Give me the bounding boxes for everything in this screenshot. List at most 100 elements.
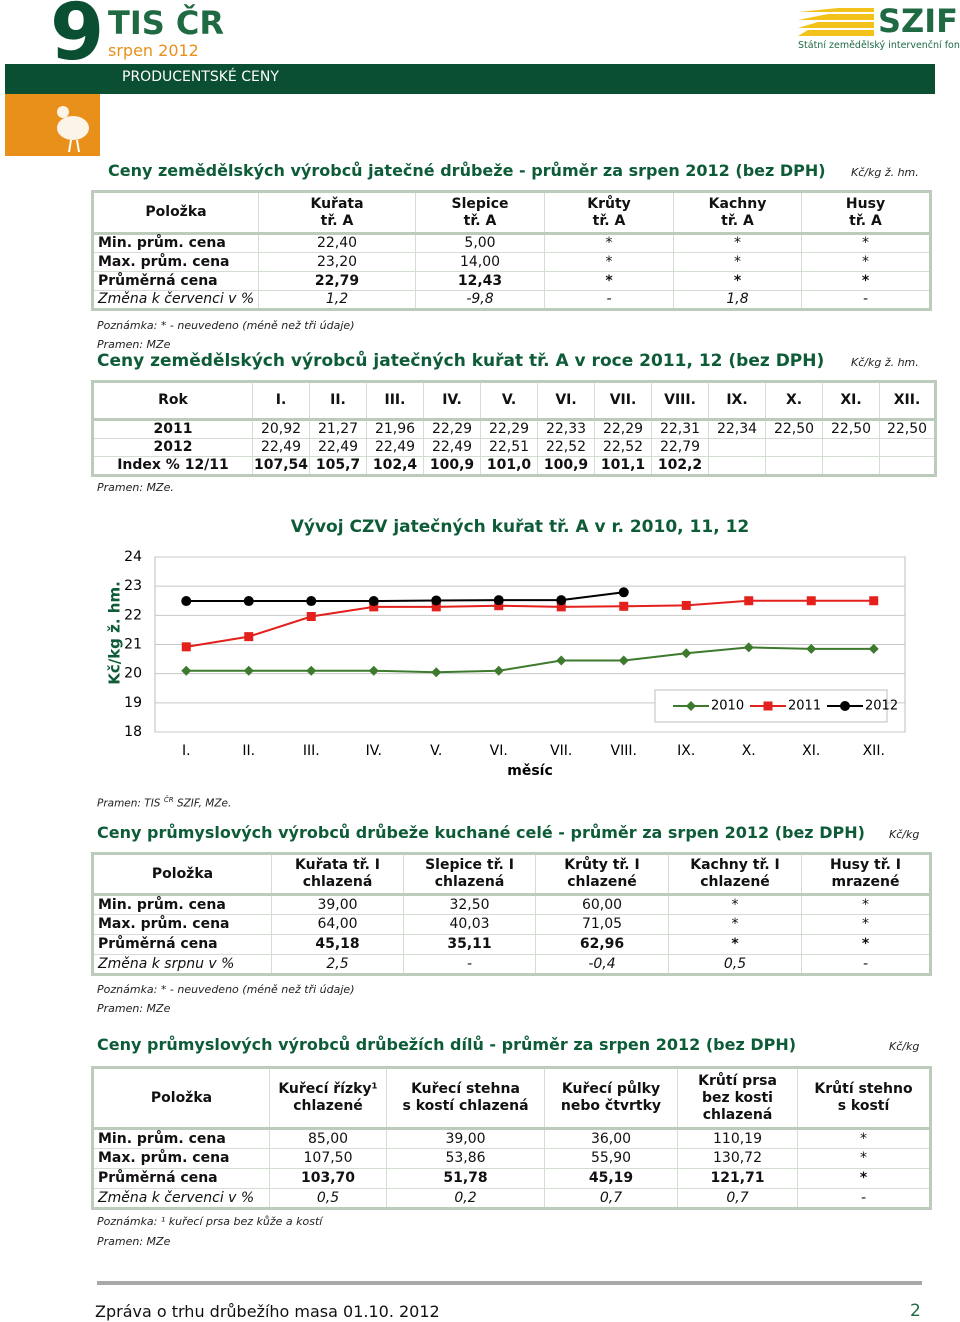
column-header: XII. [879, 381, 936, 421]
x-tick-label: XII. [863, 743, 885, 759]
series-line [186, 591, 624, 603]
table-cell: -0,4 [535, 954, 669, 975]
table-cell: 60,00 [535, 894, 669, 915]
table-cell: 121,71 [677, 1168, 798, 1189]
header-line: Rok [158, 392, 188, 408]
table-cell: Max. prům. cena [92, 1148, 270, 1169]
header-line: III. [384, 392, 406, 408]
table-cell: * [668, 914, 802, 935]
logo-subtitle: Státní zemědělský intervenční fond [798, 40, 960, 51]
table-source: Pramen: MZe [97, 1002, 171, 1015]
y-tick-label: 23 [124, 578, 142, 594]
column-header: VIII. [651, 381, 709, 421]
data-point [306, 612, 316, 621]
data-point [618, 587, 629, 598]
header-row: Rok I. II. III. IV. V. VI. VII. VIII. IX. X. XI. XII… [92, 381, 936, 421]
data-point [306, 596, 317, 607]
table-cell: 100,9 [423, 456, 481, 476]
header-line: XII. [893, 392, 921, 408]
table-cell: 0,5 [269, 1188, 387, 1209]
data-point [743, 642, 754, 653]
x-tick-label: I. [182, 743, 191, 759]
table-cell: 53,86 [386, 1148, 545, 1169]
series-line [186, 646, 874, 674]
table-cell: 0,5 [668, 954, 802, 975]
header-line: chlazená [702, 1106, 773, 1123]
data-point [744, 596, 754, 606]
y-tick-label: 20 [124, 666, 142, 682]
chart-title: Vývoj CZV jatečných kuřat tř. A v r. 201… [291, 517, 750, 537]
table-cell: * [673, 271, 802, 291]
table-cell: 110,19 [677, 1128, 798, 1149]
column-header: VII. [594, 381, 652, 421]
table-cell: Index % 12/11 [92, 456, 253, 476]
table-cell: 35,11 [403, 934, 536, 955]
header-line: Kachny [708, 195, 767, 212]
footer-rule [97, 1281, 922, 1285]
logo: SZIF [878, 2, 959, 40]
table-cell: 14,00 [415, 252, 545, 272]
table-source: Pramen: MZe [97, 1235, 171, 1248]
table-cell: * [801, 914, 931, 935]
data-point [244, 632, 254, 642]
header-line: XI. [840, 392, 862, 408]
header-line: mrazené [831, 874, 900, 890]
x-tick-label: X. [742, 743, 756, 759]
header-line: Krůty [587, 195, 631, 212]
table-title: Ceny průmyslových výrobců drůbeže kuchan… [97, 823, 865, 842]
table-cell: 5,00 [415, 233, 545, 253]
table-cell: 22,50 [822, 419, 880, 439]
x-axis-label: měsíc [507, 763, 553, 779]
table-title: Ceny zemědělských výrobců jatečných kuřa… [97, 351, 825, 371]
table-cell: Změna k srpnu v % [92, 954, 272, 975]
header-line: IX. [726, 392, 748, 408]
table-title: Ceny průmyslových výrobců drůbežích dílů… [97, 1035, 797, 1054]
header-line: tř. A [463, 212, 497, 229]
table-cell: 22,33 [537, 419, 595, 439]
table-cell: 22,31 [651, 419, 709, 439]
table-cell: 22,52 [594, 438, 652, 457]
table-cell: * [801, 934, 931, 955]
table-cell: Změna k červenci v % [92, 290, 259, 310]
table-unit: Kč/kg ž. hm. [851, 166, 919, 179]
column-header: Krůty tř. A [544, 191, 674, 235]
table-cell: Průměrná cena [92, 271, 259, 291]
table-cell: 12,43 [415, 271, 545, 291]
column-header: Krůtí stehno s kostí [797, 1067, 931, 1130]
table-cell: 107,50 [269, 1148, 387, 1169]
header-line: VII. [609, 392, 637, 408]
table-cell: Max. prům. cena [92, 252, 259, 272]
section-title: PRODUCENTSKÉ CENY [122, 69, 279, 85]
header-line: chlazené [567, 874, 637, 890]
table-cell: 107,54 [252, 456, 310, 476]
table-cell: - [801, 954, 931, 975]
legend-label: 2011 [788, 699, 821, 714]
issue-date: srpen 2012 [108, 41, 199, 60]
table-cell: * [673, 233, 802, 253]
table-source: Pramen: MZe. [97, 481, 174, 494]
data-point [431, 595, 442, 606]
header-line: tř. A [721, 212, 754, 229]
header-line: Slepice [451, 195, 509, 212]
header-line: s kostí [837, 1098, 890, 1114]
data-point [618, 655, 629, 666]
table-cell: 40,03 [403, 914, 536, 935]
column-header: Kachny tř. A [673, 191, 802, 235]
table-cell: 39,00 [386, 1128, 545, 1149]
table-cell: 100,9 [537, 456, 595, 476]
table-row: Průměrná cena 103,70 51,78 45,19 121,71 * [92, 1168, 931, 1189]
table-unit: Kč/kg [889, 828, 920, 841]
data-point [494, 601, 504, 611]
data-point [868, 643, 879, 654]
table-cell: - [801, 290, 931, 310]
table-row: Min. prům. cena 85,00 39,00 36,00 110,19 * [92, 1128, 931, 1149]
table-cell: - [403, 954, 536, 975]
source-text: Pramen: TIS [97, 797, 161, 810]
header-line: chlazené [293, 1098, 363, 1114]
table-cell: Min. prům. cena [92, 233, 259, 253]
x-tick-label: IX. [677, 743, 695, 759]
table-title: Ceny zemědělských výrobců jatečné drůbež… [108, 161, 826, 180]
